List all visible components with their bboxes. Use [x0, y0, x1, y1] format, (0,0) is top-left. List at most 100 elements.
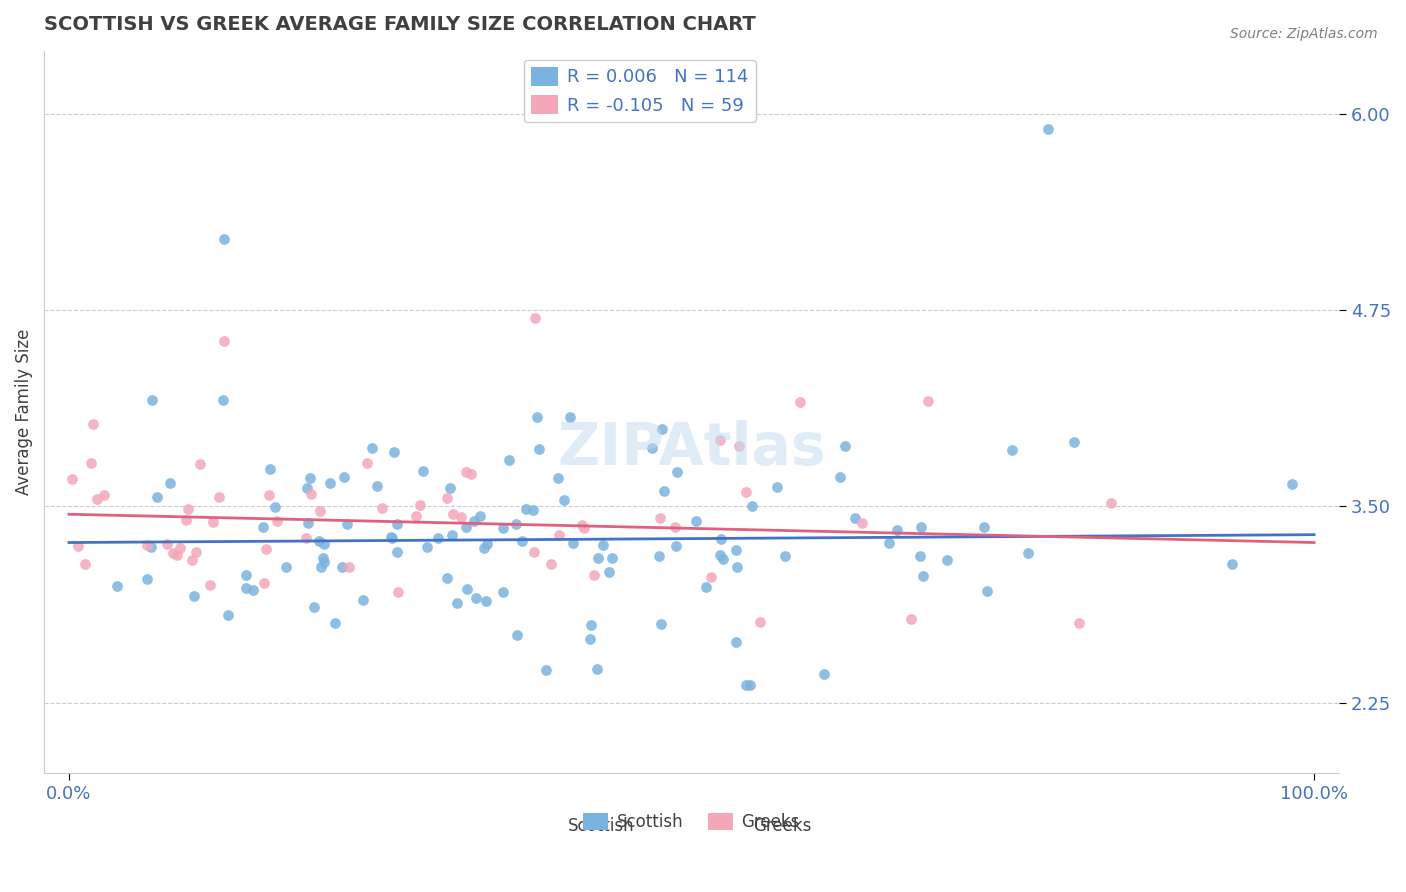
- Point: [830, 470, 852, 484]
- Point: [773, 549, 796, 563]
- Point: [579, 618, 602, 632]
- Point: [387, 544, 409, 558]
- Point: [169, 541, 191, 556]
- Point: [651, 422, 673, 436]
- Point: [166, 548, 188, 562]
- Point: [387, 585, 409, 599]
- Point: [212, 392, 235, 407]
- Point: [309, 504, 332, 518]
- Point: [135, 538, 157, 552]
- Point: [598, 565, 620, 579]
- Point: [82, 417, 104, 431]
- Point: [259, 462, 281, 476]
- Point: [789, 395, 811, 409]
- Point: [456, 520, 478, 534]
- Point: [586, 550, 609, 565]
- Point: [652, 484, 675, 499]
- Point: [416, 540, 439, 554]
- Point: [464, 591, 486, 605]
- Point: [468, 508, 491, 523]
- Point: [304, 599, 326, 614]
- Point: [188, 457, 211, 471]
- Point: [66, 539, 89, 553]
- Point: [460, 467, 482, 481]
- Point: [685, 514, 707, 528]
- Point: [436, 570, 458, 584]
- Point: [253, 576, 276, 591]
- Point: [725, 560, 748, 574]
- Point: [1063, 434, 1085, 449]
- Point: [695, 580, 717, 594]
- Point: [973, 520, 995, 534]
- Point: [333, 470, 356, 484]
- Point: [183, 589, 205, 603]
- Point: [436, 491, 458, 505]
- Point: [910, 520, 932, 534]
- Point: [252, 520, 274, 534]
- Point: [366, 479, 388, 493]
- Point: [522, 503, 544, 517]
- Point: [439, 481, 461, 495]
- Point: [534, 664, 557, 678]
- Point: [665, 465, 688, 479]
- Point: [352, 592, 374, 607]
- Point: [385, 516, 408, 531]
- Point: [266, 514, 288, 528]
- Point: [198, 578, 221, 592]
- Point: [156, 537, 179, 551]
- Point: [314, 555, 336, 569]
- Point: [336, 517, 359, 532]
- Point: [506, 628, 529, 642]
- Point: [217, 607, 239, 622]
- Point: [139, 540, 162, 554]
- Point: [725, 634, 748, 648]
- Point: [711, 551, 734, 566]
- Point: [446, 596, 468, 610]
- Point: [177, 502, 200, 516]
- Point: [136, 572, 159, 586]
- Point: [145, 491, 167, 505]
- Point: [208, 490, 231, 504]
- Point: [1036, 122, 1059, 136]
- Point: [844, 511, 866, 525]
- Text: Scottish: Scottish: [568, 817, 634, 835]
- Point: [648, 549, 671, 563]
- Point: [851, 516, 873, 530]
- Point: [356, 456, 378, 470]
- Point: [295, 531, 318, 545]
- Point: [571, 518, 593, 533]
- Point: [60, 472, 83, 486]
- Point: [724, 542, 747, 557]
- Point: [463, 514, 485, 528]
- Point: [700, 569, 723, 583]
- Point: [93, 488, 115, 502]
- Point: [572, 521, 595, 535]
- Point: [308, 534, 330, 549]
- Point: [412, 465, 434, 479]
- Point: [235, 567, 257, 582]
- Point: [361, 441, 384, 455]
- Point: [274, 560, 297, 574]
- Point: [298, 471, 321, 485]
- Point: [734, 485, 756, 500]
- Point: [235, 581, 257, 595]
- Point: [562, 535, 585, 549]
- Point: [641, 441, 664, 455]
- Point: [498, 453, 520, 467]
- Point: [405, 508, 427, 523]
- Point: [492, 521, 515, 535]
- Point: [141, 393, 163, 408]
- Point: [547, 471, 569, 485]
- Point: [526, 409, 548, 424]
- Point: [917, 394, 939, 409]
- Point: [1067, 615, 1090, 630]
- Point: [263, 500, 285, 514]
- Point: [540, 558, 562, 572]
- Point: [664, 519, 686, 533]
- Point: [650, 617, 672, 632]
- Point: [766, 480, 789, 494]
- Point: [886, 524, 908, 538]
- Point: [600, 551, 623, 566]
- Point: [665, 539, 688, 553]
- Point: [299, 486, 322, 500]
